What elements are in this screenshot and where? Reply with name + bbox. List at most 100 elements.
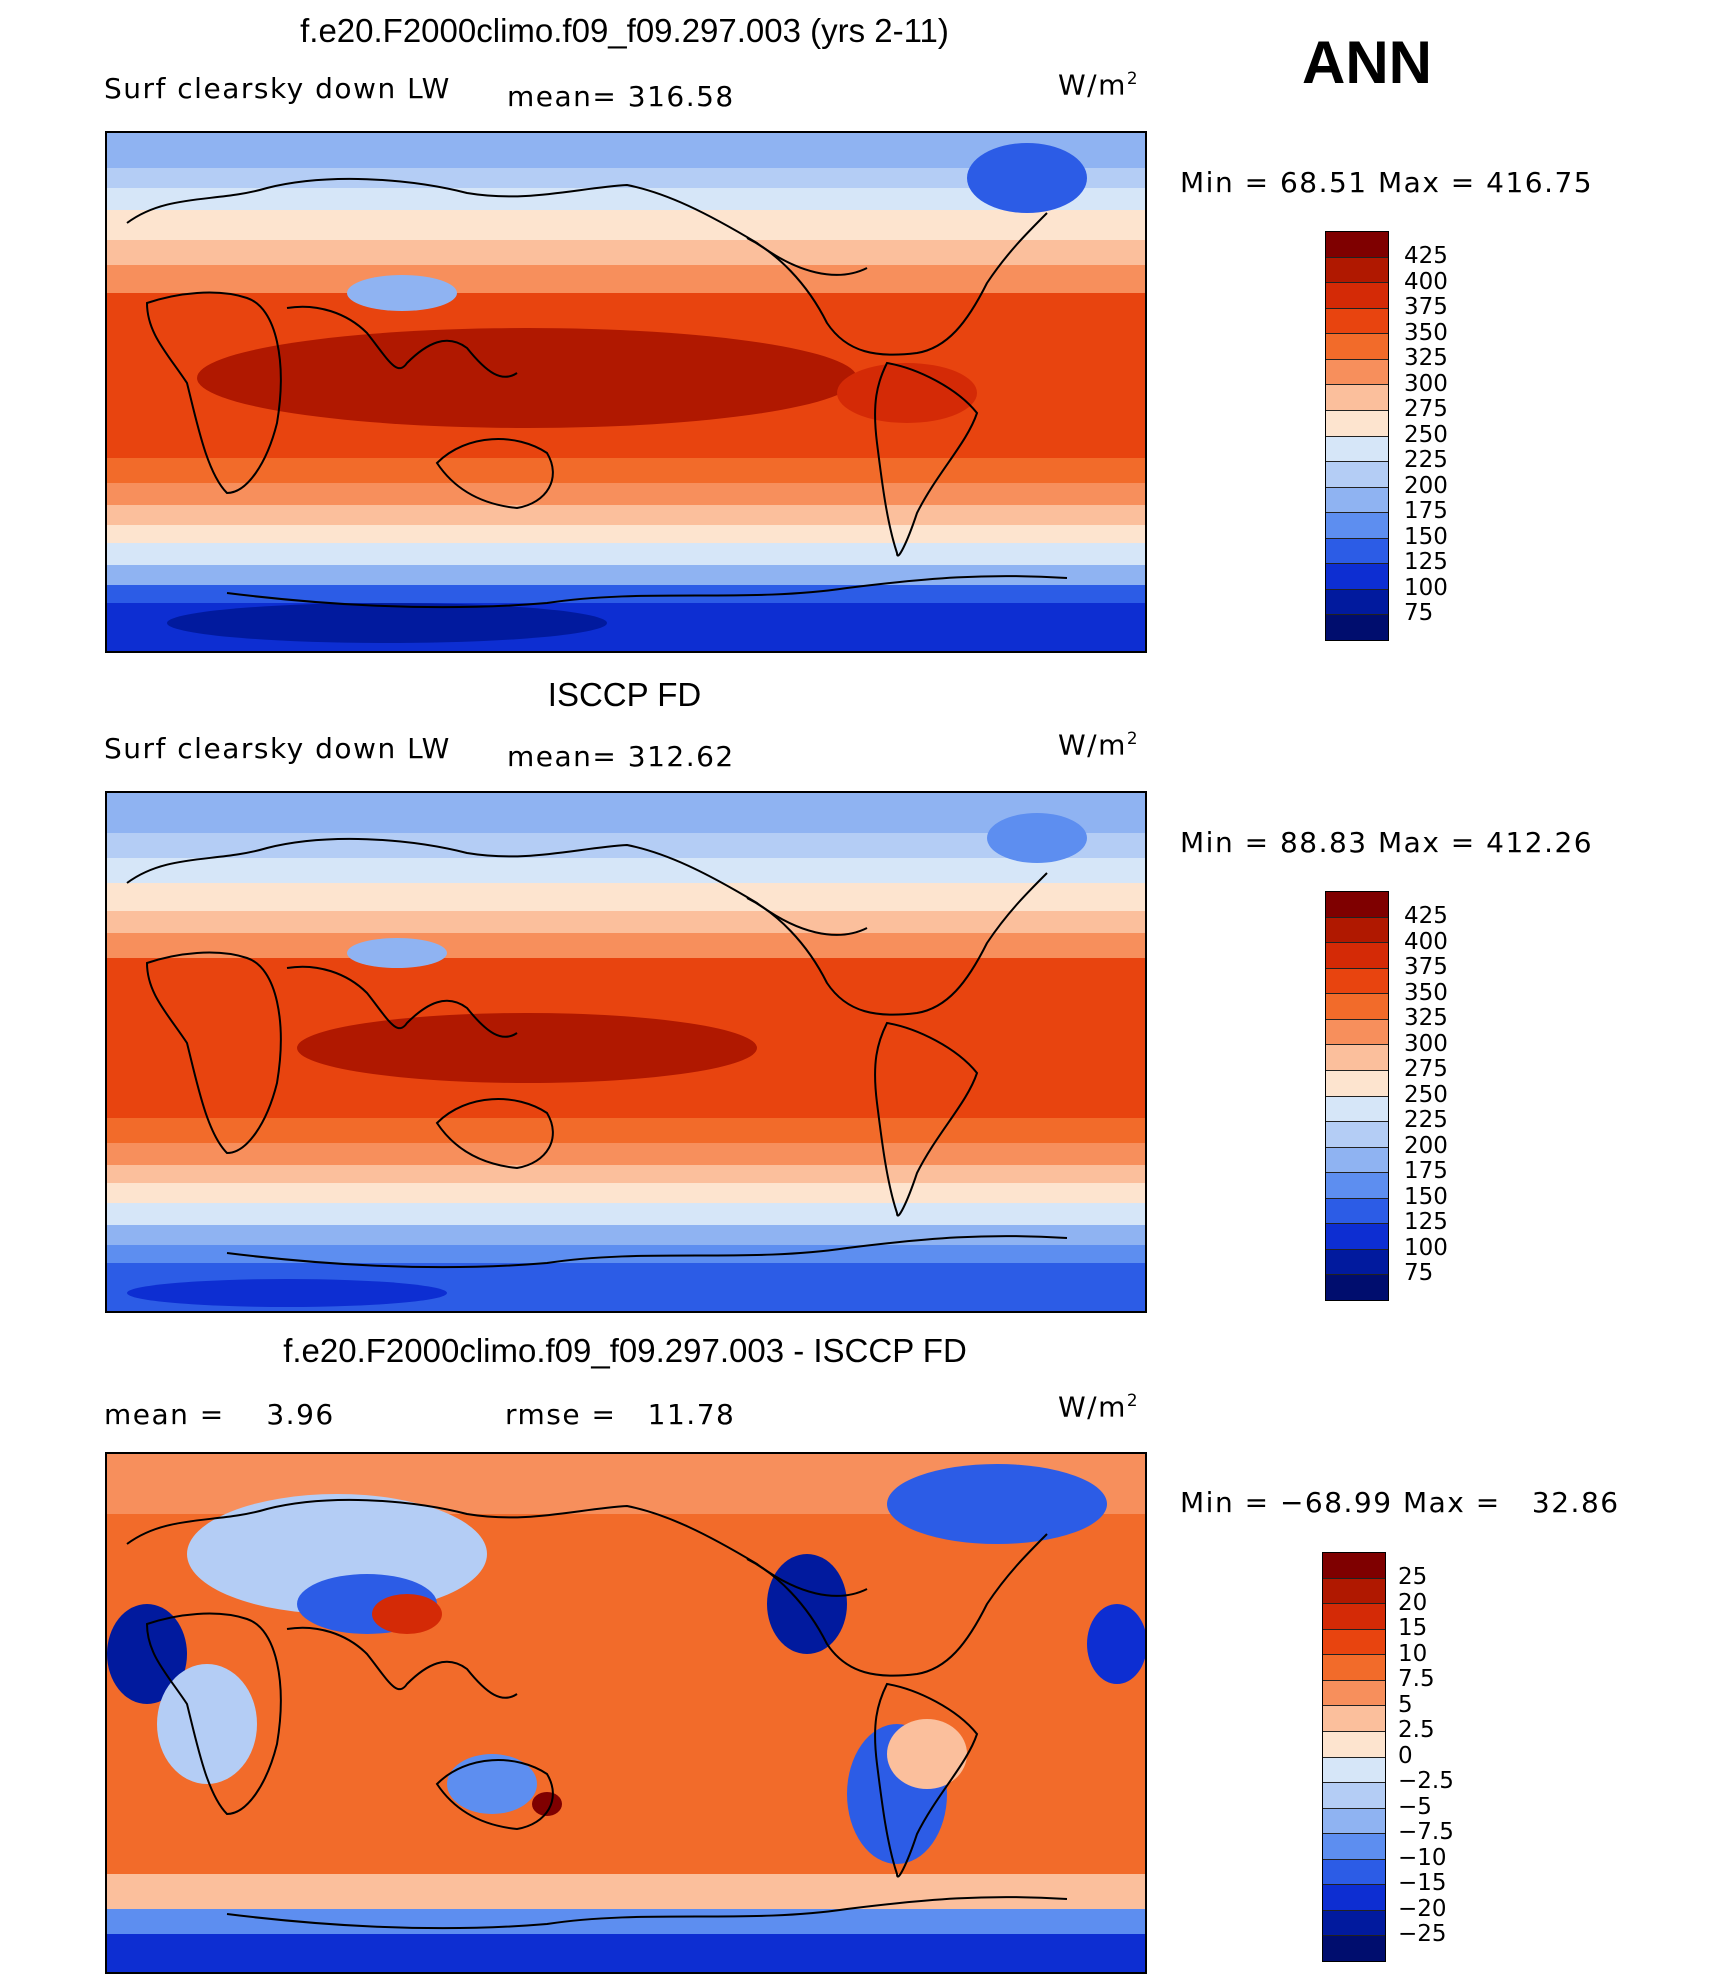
colorbar-swatch bbox=[1326, 334, 1388, 360]
colorbar-swatch bbox=[1326, 615, 1388, 640]
panel-2-colorbar bbox=[1325, 891, 1389, 1301]
colorbar-swatch bbox=[1323, 1680, 1385, 1707]
panel-2-mean-label: mean= 312.62 bbox=[507, 740, 735, 773]
colorbar-tick-label: 275 bbox=[1404, 396, 1448, 422]
colorbar-tick-label: 300 bbox=[1404, 370, 1448, 397]
colorbar-tick-label: 100 bbox=[1404, 1234, 1448, 1261]
panel-3-colorbar bbox=[1322, 1552, 1386, 1962]
colorbar-tick-label: 300 bbox=[1404, 1030, 1448, 1057]
colorbar-tick-label: 75 bbox=[1404, 600, 1434, 626]
colorbar-tick-label: 150 bbox=[1404, 523, 1448, 550]
colorbar-swatch bbox=[1326, 410, 1388, 437]
colorbar-swatch bbox=[1323, 1553, 1385, 1579]
panel-1-units: W/m2 bbox=[1058, 68, 1140, 102]
colorbar-swatch bbox=[1326, 462, 1388, 488]
colorbar-tick-label: −10 bbox=[1398, 1844, 1447, 1871]
colorbar-swatch bbox=[1326, 1198, 1388, 1225]
panel-3-title: f.e20.F2000climo.f09_f09.297.003 - ISCCP… bbox=[283, 1332, 967, 1369]
colorbar-swatch bbox=[1323, 1604, 1385, 1630]
colorbar-swatch bbox=[1323, 1859, 1385, 1886]
colorbar-swatch bbox=[1326, 943, 1388, 969]
colorbar-swatch bbox=[1326, 513, 1388, 539]
colorbar-tick-label: 250 bbox=[1404, 1081, 1448, 1108]
colorbar-swatch bbox=[1326, 538, 1388, 565]
panel-3-mean-label: mean = 3.96 bbox=[104, 1398, 335, 1431]
colorbar-tick-label: 375 bbox=[1404, 954, 1448, 980]
panel-1-colorbar bbox=[1325, 231, 1389, 641]
colorbar-tick-label: 425 bbox=[1404, 243, 1448, 269]
colorbar-tick-label: −2.5 bbox=[1398, 1768, 1454, 1794]
colorbar-swatch bbox=[1326, 308, 1388, 335]
colorbar-tick-label: 375 bbox=[1404, 294, 1448, 320]
colorbar-swatch bbox=[1326, 1224, 1388, 1250]
season-label: ANN bbox=[1302, 29, 1432, 96]
panel-3-rmse-label: rmse = 11.78 bbox=[505, 1398, 736, 1431]
colorbar-swatch bbox=[1326, 359, 1388, 386]
colorbar-tick-label: −20 bbox=[1398, 1895, 1447, 1922]
colorbar-tick-label: 400 bbox=[1404, 928, 1448, 955]
colorbar-tick-label: 325 bbox=[1404, 1005, 1448, 1031]
colorbar-swatch bbox=[1326, 1275, 1388, 1300]
colorbar-swatch bbox=[1323, 1757, 1385, 1784]
colorbar-tick-label: 275 bbox=[1404, 1056, 1448, 1082]
colorbar-tick-label: 175 bbox=[1404, 498, 1448, 524]
colorbar-tick-label: −7.5 bbox=[1398, 1819, 1454, 1845]
panel-2-map-svg bbox=[107, 793, 1145, 1311]
panel-1-colorbar-labels: 425 400 375 350 325 300 275 250 225 200 … bbox=[1404, 243, 1448, 627]
colorbar-swatch bbox=[1326, 564, 1388, 590]
colorbar-swatch bbox=[1326, 283, 1388, 309]
colorbar-swatch bbox=[1326, 1070, 1388, 1097]
colorbar-tick-label: 25 bbox=[1398, 1564, 1428, 1590]
colorbar-swatch bbox=[1323, 1910, 1385, 1937]
colorbar-swatch bbox=[1326, 1122, 1388, 1148]
colorbar-swatch bbox=[1326, 232, 1388, 258]
colorbar-tick-label: 7.5 bbox=[1398, 1666, 1435, 1692]
colorbar-swatch bbox=[1326, 1045, 1388, 1071]
colorbar-tick-label: −5 bbox=[1398, 1793, 1432, 1820]
colorbar-swatch bbox=[1326, 994, 1388, 1020]
colorbar-tick-label: 325 bbox=[1404, 345, 1448, 371]
colorbar-tick-label: 100 bbox=[1404, 574, 1448, 601]
panel-3-colorbar-labels: 25 20 15 10 7.5 5 2.5 0 −2.5 −5 −7.5 −10… bbox=[1398, 1564, 1454, 1948]
colorbar-swatch bbox=[1323, 1885, 1385, 1911]
panel-2-colorbar-labels: 425 400 375 350 325 300 275 250 225 200 … bbox=[1404, 903, 1448, 1287]
colorbar-swatch bbox=[1326, 487, 1388, 514]
colorbar-swatch bbox=[1326, 1019, 1388, 1046]
panel-1-map-svg bbox=[107, 133, 1145, 651]
colorbar-swatch bbox=[1323, 1834, 1385, 1860]
panel-3-minmax: Min = −68.99 Max = 32.86 bbox=[1180, 1486, 1620, 1519]
panel-2-minmax: Min = 88.83 Max = 412.26 bbox=[1180, 826, 1594, 859]
panel-3-units: W/m2 bbox=[1058, 1390, 1140, 1424]
colorbar-tick-label: 400 bbox=[1404, 268, 1448, 295]
colorbar-swatch bbox=[1323, 1655, 1385, 1681]
colorbar-swatch bbox=[1326, 1147, 1388, 1174]
colorbar-swatch bbox=[1323, 1578, 1385, 1605]
colorbar-tick-label: 20 bbox=[1398, 1589, 1428, 1616]
colorbar-swatch bbox=[1326, 917, 1388, 944]
colorbar-swatch bbox=[1326, 257, 1388, 284]
colorbar-swatch bbox=[1323, 1808, 1385, 1835]
colorbar-tick-label: 225 bbox=[1404, 447, 1448, 473]
colorbar-swatch bbox=[1326, 1096, 1388, 1123]
colorbar-tick-label: 200 bbox=[1404, 472, 1448, 499]
colorbar-tick-label: 200 bbox=[1404, 1132, 1448, 1159]
colorbar-swatch bbox=[1326, 892, 1388, 918]
panel-2-units: W/m2 bbox=[1058, 728, 1140, 762]
panel-2-map bbox=[105, 791, 1147, 1313]
panel-1-minmax: Min = 68.51 Max = 416.75 bbox=[1180, 166, 1594, 199]
colorbar-tick-label: 0 bbox=[1398, 1742, 1413, 1769]
colorbar-tick-label: −25 bbox=[1398, 1921, 1447, 1947]
colorbar-swatch bbox=[1323, 1731, 1385, 1758]
panel-1-map bbox=[105, 131, 1147, 653]
colorbar-tick-label: 75 bbox=[1404, 1260, 1434, 1286]
panel-2-title: ISCCP FD bbox=[547, 676, 702, 713]
colorbar-swatch bbox=[1323, 1629, 1385, 1656]
colorbar-tick-label: 15 bbox=[1398, 1615, 1428, 1641]
colorbar-swatch bbox=[1326, 589, 1388, 616]
panel-3-map-svg bbox=[107, 1454, 1145, 1972]
colorbar-tick-label: 175 bbox=[1404, 1158, 1448, 1184]
colorbar-swatch bbox=[1323, 1936, 1385, 1961]
colorbar-swatch bbox=[1323, 1783, 1385, 1809]
colorbar-tick-label: 125 bbox=[1404, 549, 1448, 575]
colorbar-tick-label: 2.5 bbox=[1398, 1717, 1435, 1743]
